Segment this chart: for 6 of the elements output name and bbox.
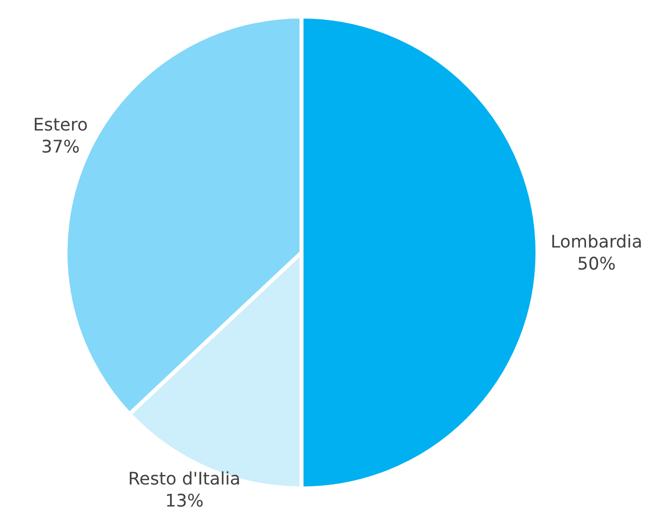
slice-label: Resto d'Italia [128, 470, 241, 490]
data-label: 37% [41, 137, 80, 158]
slice-label: Lombardia [550, 232, 642, 252]
data-label: 50% [577, 254, 616, 274]
data-label: 13% [165, 492, 204, 512]
slice-label: Estero [33, 115, 88, 136]
